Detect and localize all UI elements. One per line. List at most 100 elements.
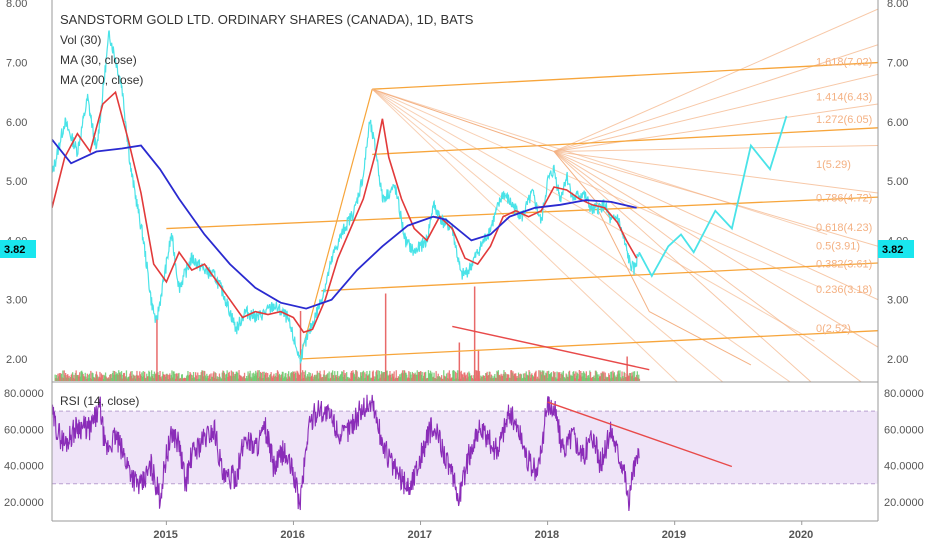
fib-fan-line bbox=[371, 88, 678, 382]
volume-bar bbox=[587, 375, 589, 381]
volume-bar bbox=[388, 374, 390, 381]
volume-bar bbox=[173, 371, 175, 381]
volume-bar bbox=[211, 376, 214, 381]
volume-bar bbox=[548, 370, 550, 381]
volume-bar bbox=[418, 372, 420, 381]
volume-bar bbox=[174, 373, 176, 381]
volume-bar bbox=[227, 376, 229, 381]
volume-spike bbox=[156, 318, 158, 381]
volume-bar bbox=[276, 377, 278, 381]
volume-bar bbox=[428, 373, 430, 381]
volume-bar bbox=[98, 376, 100, 381]
volume-bar bbox=[264, 372, 267, 381]
volume-bar bbox=[120, 371, 123, 381]
volume-bar bbox=[491, 375, 493, 381]
volume-bar bbox=[325, 374, 327, 381]
volume-bar bbox=[451, 377, 453, 381]
volume-spike bbox=[473, 286, 476, 381]
volume-bar bbox=[602, 373, 604, 381]
volume-bar bbox=[445, 373, 448, 381]
volume-bar bbox=[203, 370, 205, 381]
volume-bar bbox=[600, 372, 602, 381]
volume-bar bbox=[318, 372, 320, 381]
volume-bar bbox=[162, 371, 164, 381]
fib-fan-line bbox=[371, 88, 792, 382]
volume-bar bbox=[453, 370, 455, 381]
volume-bar bbox=[153, 377, 155, 381]
volume-bar bbox=[201, 370, 203, 381]
volume-bar bbox=[462, 374, 464, 381]
volume-bar bbox=[408, 371, 410, 381]
volume-bar bbox=[178, 372, 180, 381]
volume-bar bbox=[615, 377, 617, 381]
volume-bar bbox=[277, 371, 279, 381]
volume-bar bbox=[433, 372, 435, 381]
volume-bar bbox=[72, 377, 74, 381]
volume-bar bbox=[306, 374, 309, 381]
volume-bar bbox=[272, 375, 274, 381]
volume-bar bbox=[95, 371, 98, 381]
volume-bar bbox=[70, 374, 72, 381]
volume-bar bbox=[599, 376, 601, 381]
volume-bar bbox=[269, 374, 272, 381]
last-price-badge-right: 3.82 bbox=[878, 240, 914, 258]
volume-bar bbox=[537, 378, 539, 381]
volume-bar bbox=[322, 374, 325, 381]
volume-bar bbox=[513, 373, 515, 381]
volume-bar bbox=[199, 375, 202, 381]
volume-bar bbox=[74, 378, 76, 381]
volume-bar bbox=[327, 378, 330, 381]
volume-bar bbox=[116, 373, 118, 381]
volume-bar bbox=[531, 373, 533, 381]
volume-bar bbox=[311, 375, 313, 381]
rsi-trendline bbox=[547, 401, 733, 468]
volume-bar bbox=[516, 376, 518, 381]
volume-bar bbox=[101, 375, 103, 381]
volume-bar bbox=[55, 378, 57, 381]
volume-bar bbox=[227, 372, 230, 381]
volume-bar bbox=[282, 371, 284, 381]
volume-bar bbox=[475, 370, 477, 381]
volume-bar bbox=[618, 373, 620, 381]
volume-bar bbox=[148, 370, 150, 381]
volume-bar bbox=[336, 371, 339, 381]
volume-bar bbox=[165, 376, 167, 381]
volume-bar bbox=[362, 370, 365, 381]
volume-bar bbox=[267, 377, 269, 381]
volume-bar bbox=[262, 371, 264, 381]
volume-bar bbox=[229, 375, 231, 381]
volume-bar bbox=[146, 376, 149, 381]
volume-bar bbox=[236, 371, 238, 381]
volume-bar bbox=[226, 370, 228, 381]
volume-bar bbox=[197, 372, 199, 381]
volume-bar bbox=[324, 375, 326, 381]
volume-bar bbox=[423, 372, 425, 381]
volume-bar bbox=[304, 374, 306, 381]
volume-bar bbox=[283, 378, 285, 381]
volume-bar bbox=[559, 372, 561, 381]
volume-bar bbox=[297, 373, 300, 381]
volume-bar bbox=[159, 371, 161, 381]
volume-bar bbox=[606, 377, 608, 381]
volume-bar bbox=[617, 371, 619, 381]
volume-bar bbox=[65, 373, 67, 381]
volume-bar bbox=[328, 371, 330, 381]
pitchfork-tine bbox=[372, 127, 878, 156]
volume-bar bbox=[560, 374, 562, 381]
volume-bar bbox=[195, 375, 197, 381]
volume-bar bbox=[613, 372, 615, 381]
volume-bar bbox=[369, 370, 371, 381]
volume-bar bbox=[499, 375, 501, 381]
volume-bar bbox=[292, 371, 294, 381]
volume-bar bbox=[295, 372, 297, 381]
volume-bar bbox=[85, 376, 87, 381]
volume-bar bbox=[569, 375, 571, 381]
volume-bar bbox=[281, 374, 283, 381]
fib-fan-line bbox=[553, 151, 812, 382]
volume-bar bbox=[320, 374, 322, 381]
volume-bar bbox=[421, 372, 423, 381]
volume-bar bbox=[448, 370, 450, 381]
volume-bar bbox=[65, 377, 67, 381]
volume-bar bbox=[387, 375, 390, 381]
volume-bar bbox=[144, 371, 146, 381]
